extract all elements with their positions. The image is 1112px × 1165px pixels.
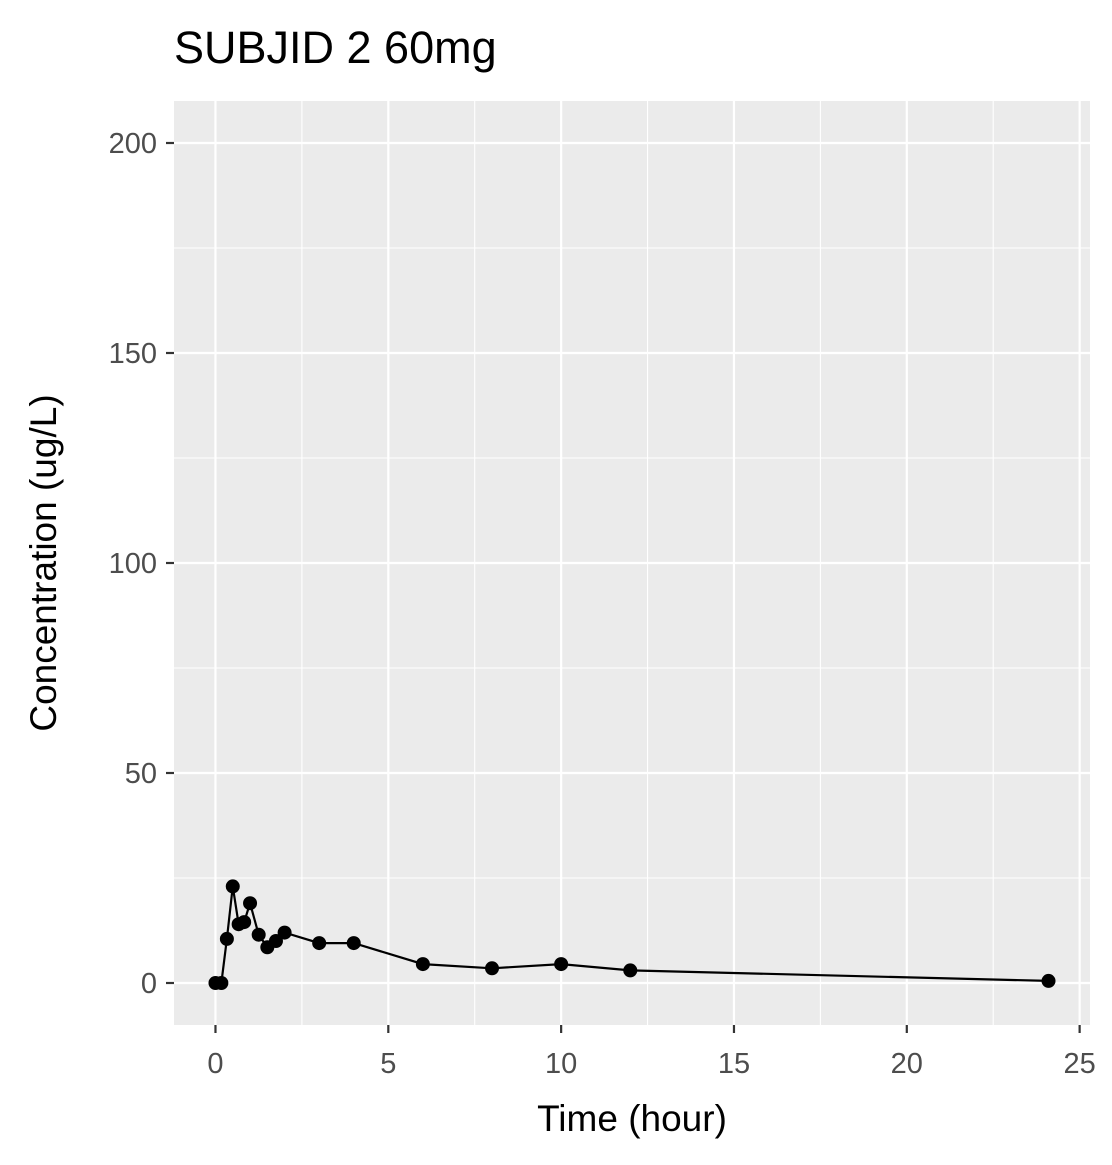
y-axis-title: Concentration (ug/L) bbox=[23, 394, 64, 731]
data-point bbox=[485, 961, 500, 976]
data-series bbox=[208, 879, 1056, 990]
data-point bbox=[415, 957, 430, 972]
data-point bbox=[312, 936, 327, 951]
x-axis-title: Time (hour) bbox=[537, 1098, 727, 1139]
x-tick-label: 0 bbox=[207, 1048, 223, 1080]
x-tick-label: 25 bbox=[1063, 1048, 1095, 1080]
data-point bbox=[277, 925, 292, 940]
chart-title: SUBJID 2 60mg bbox=[174, 22, 497, 73]
data-point bbox=[237, 915, 252, 930]
data-point bbox=[214, 976, 229, 990]
data-point bbox=[623, 963, 638, 978]
y-tick-label: 50 bbox=[125, 758, 157, 790]
data-point bbox=[554, 957, 569, 972]
data-point bbox=[251, 927, 266, 942]
major-gridlines bbox=[174, 101, 1090, 1025]
x-tick-label: 20 bbox=[891, 1048, 923, 1080]
x-tick-label: 5 bbox=[380, 1048, 396, 1080]
y-tick-label: 150 bbox=[109, 338, 157, 370]
x-tick-label: 15 bbox=[718, 1048, 750, 1080]
data-point bbox=[219, 931, 234, 946]
data-point bbox=[225, 879, 240, 894]
data-point bbox=[346, 936, 361, 951]
y-tick-label: 0 bbox=[141, 968, 157, 1000]
data-point bbox=[243, 896, 258, 911]
x-tick-label: 10 bbox=[545, 1048, 577, 1080]
y-tick-label: 200 bbox=[109, 128, 157, 160]
data-point bbox=[1041, 973, 1056, 988]
axis-ticks: 0 5 10 15 20 25 0 50 100 150 200 bbox=[109, 128, 1096, 1080]
data-point bbox=[268, 934, 283, 948]
y-tick-label: 100 bbox=[109, 548, 157, 580]
